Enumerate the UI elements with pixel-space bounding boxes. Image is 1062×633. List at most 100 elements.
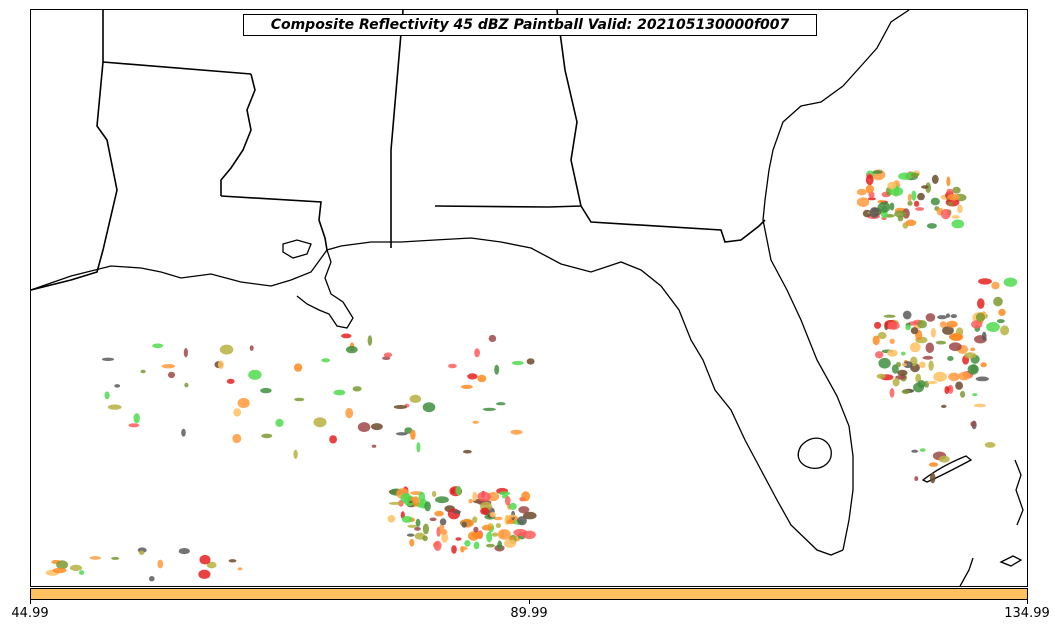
mississippi-alabama-border <box>390 10 404 248</box>
paintball-blob <box>226 378 235 384</box>
paintball-blob <box>931 174 939 184</box>
paintball-blob <box>452 509 461 514</box>
paintball-blob <box>352 386 362 392</box>
paintball-blob <box>856 188 867 196</box>
colorbar-tick-min: 44.99 <box>11 606 49 621</box>
paintball-blob <box>500 530 505 539</box>
paintball-blob <box>181 428 186 437</box>
paintball-blob <box>293 449 298 459</box>
paintball-blob <box>474 348 480 358</box>
paintball-blob <box>382 356 391 361</box>
paintball-blob <box>461 384 473 389</box>
paintball-blob <box>901 389 911 394</box>
louisiana-mississippi-south-border <box>220 195 328 251</box>
paintball-blob <box>434 510 444 517</box>
paintball-blob <box>938 455 950 463</box>
paintball-blob <box>409 538 415 547</box>
paintball-blob <box>486 543 495 548</box>
paintball-blob <box>439 518 447 526</box>
paintball-blob <box>410 429 416 440</box>
paintball-blob <box>975 376 989 382</box>
paintball-blob <box>892 377 900 387</box>
paintball-blob <box>464 540 471 547</box>
paintball-blob <box>140 369 146 374</box>
paintball-blob <box>473 526 479 533</box>
paintball-blob <box>905 219 917 227</box>
paintball-blob <box>260 387 272 394</box>
paintball-blob <box>371 423 383 431</box>
paintball-blob <box>878 357 891 369</box>
paintball-blob <box>357 422 371 433</box>
paintball-blob <box>947 193 960 201</box>
paintball-blob <box>889 388 895 398</box>
paintball-blob <box>973 403 987 408</box>
paintball-blob <box>977 298 985 309</box>
paintball-blob <box>333 389 346 396</box>
paintball-blob <box>518 506 530 514</box>
paintball-blob <box>472 491 478 502</box>
paintball-blob <box>414 527 421 531</box>
paintball-blob <box>178 548 190 555</box>
paintball-blob <box>395 432 408 436</box>
paintball-blob <box>946 176 951 187</box>
paintball-blob <box>901 351 906 356</box>
paintball-blob <box>1000 325 1010 336</box>
paintball-blob <box>865 174 874 186</box>
paintball-blob <box>477 491 491 502</box>
paintball-blob <box>971 320 983 329</box>
arkansas-louisiana-border <box>102 61 252 75</box>
paintball-blob <box>472 516 478 523</box>
paintball-blob <box>930 327 936 338</box>
paintball-blob <box>907 193 912 202</box>
paintball-blob <box>911 449 919 453</box>
paintball-blob <box>984 442 996 448</box>
paintball-blob <box>978 278 992 285</box>
paintball-blob <box>876 373 886 379</box>
lake-pontchartrain <box>282 239 312 259</box>
paintball-blob <box>902 310 912 320</box>
paintball-blob <box>513 528 528 537</box>
paintball-blob <box>293 363 303 372</box>
paintball-blob <box>237 567 243 571</box>
paintball-blob <box>184 382 189 388</box>
paintball-blob <box>460 546 468 551</box>
paintball-blob <box>157 559 164 569</box>
paintball-blob <box>867 197 877 201</box>
paintball-blob <box>926 223 937 229</box>
paintball-blob <box>206 561 217 569</box>
paintball-blob <box>993 296 1003 307</box>
paintball-blob <box>439 528 448 535</box>
paintball-blob <box>964 352 977 359</box>
paintball-blob <box>219 344 234 355</box>
paintball-blob <box>521 491 531 502</box>
paintball-blob <box>944 386 950 395</box>
paintball-blob <box>467 373 478 380</box>
paintball-blob <box>917 380 926 388</box>
paintball-blob <box>489 511 496 518</box>
paintball-reflectivity-layer <box>45 169 1018 582</box>
map-title: Composite Reflectivity 45 dBZ Paintball … <box>243 14 817 36</box>
paintball-blob <box>509 536 514 541</box>
paintball-blob <box>940 208 951 220</box>
paintball-blob <box>504 538 517 548</box>
paintball-blob <box>862 209 872 218</box>
paintball-blob <box>930 197 940 206</box>
paintball-blob <box>509 502 517 510</box>
paintball-blob <box>939 321 947 328</box>
paintball-blob <box>407 524 418 528</box>
paintball-blob <box>856 197 870 208</box>
paintball-blob <box>951 219 965 229</box>
keys-island <box>921 455 973 483</box>
paintball-blob <box>415 518 421 527</box>
paintball-blob <box>948 342 962 352</box>
paintball-blob <box>499 491 511 496</box>
paintball-blob <box>495 523 502 529</box>
paintball-blob <box>970 347 975 352</box>
paintball-blob <box>486 531 493 543</box>
paintball-blob <box>865 184 874 194</box>
paintball-blob <box>925 342 935 354</box>
paintball-blob <box>228 559 237 563</box>
paintball-blob <box>468 498 474 504</box>
colorbar-tick-mark <box>30 600 31 604</box>
paintball-blob <box>418 491 426 503</box>
